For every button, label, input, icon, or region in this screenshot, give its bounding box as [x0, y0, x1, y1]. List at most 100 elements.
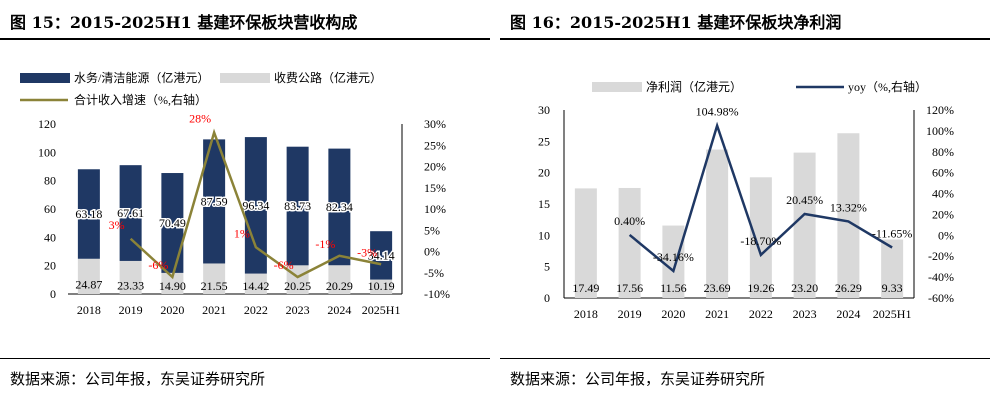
right-y-tick-label: 15% [424, 181, 446, 195]
water-energy-bar [286, 146, 309, 266]
x-tick-label: 2025H1 [362, 303, 401, 317]
x-tick-label: 2023 [793, 307, 817, 321]
x-tick-label: 2021 [202, 303, 226, 317]
left-y-tick-label: 10 [538, 228, 550, 242]
x-tick-label: 2020 [661, 307, 685, 321]
toll-road-bar [328, 265, 351, 294]
water-energy-bar [328, 148, 351, 266]
right-profit-chart: 0 5 10 15 20 25 30 -60% -40% -20% 0% 20% 40% 60% 80% 10… [538, 79, 954, 321]
net-profit-bar [662, 225, 685, 298]
right-y-tick-label: 80% [932, 145, 954, 159]
toll-road-bar [244, 273, 267, 294]
toll-road-bar [370, 279, 393, 294]
legend-yoy-label: yoy（%,右轴） [848, 79, 927, 94]
growth-rate-label: -6% [274, 258, 294, 272]
net-profit-bar [574, 188, 597, 298]
legend-toll-road-label: 收费公路（亿港元） [274, 70, 382, 85]
water-energy-bar [244, 137, 267, 274]
right-y-tick-label: 20% [424, 160, 446, 174]
right-y-tick-label: 10% [424, 202, 446, 216]
toll-road-value-label: 14.90 [159, 279, 186, 293]
toll-road-bar [77, 258, 100, 294]
left-y-tick-label: 30 [538, 103, 550, 117]
water-energy-value-label: 82.34 [326, 200, 353, 214]
toll-road-bar [161, 272, 184, 294]
toll-road-bar [119, 260, 142, 294]
revenue-growth-line [129, 128, 382, 280]
right-figure-title: 图 16：2015-2025H1 基建环保板块净利润 [510, 13, 842, 32]
water-energy-value-label: 67.61 [117, 206, 144, 220]
x-tick-label: 2025H1 [873, 307, 912, 321]
legend-water-energy-label: 水务/清洁能源（亿港元） [74, 70, 209, 85]
left-y-tick-label: 40 [44, 230, 56, 244]
toll-road-value-label: 24.87 [75, 277, 102, 291]
right-y-tick-label: 100% [926, 124, 954, 138]
net-profit-bar [618, 187, 641, 298]
yoy-value-label: 104.98% [696, 105, 739, 119]
right-y-tick-label: 0% [938, 228, 954, 242]
legend-net-profit-swatch [592, 82, 642, 92]
x-tick-label: 2019 [119, 303, 143, 317]
right-y-tick-label: -10% [424, 287, 450, 301]
right-figure-panel: 图 16：2015-2025H1 基建环保板块净利润 0 5 10 15 20 25 30 -… [500, 0, 990, 408]
net-profit-value-label: 23.20 [791, 281, 818, 295]
toll-road-value-label: 21.55 [201, 279, 228, 293]
left-y-tick-label: 15 [538, 197, 550, 211]
left-y-tick-label: 120 [38, 117, 56, 131]
toll-road-value-label: 14.42 [242, 279, 269, 293]
legend-growth-label: 合计收入增速（%,右轴） [74, 92, 207, 107]
water-energy-bar [161, 173, 184, 273]
toll-road-value-label: 23.33 [117, 278, 144, 292]
water-energy-bar [370, 231, 393, 280]
right-y-tick-label: 120% [926, 103, 954, 117]
toll-road-value-label: 20.25 [284, 279, 311, 293]
x-tick-label: 2018 [77, 303, 101, 317]
left-y-tick-label: 0 [50, 287, 56, 301]
x-tick-label: 2019 [618, 307, 642, 321]
water-energy-value-label: 34.14 [368, 248, 395, 262]
net-profit-value-label: 23.69 [704, 281, 731, 295]
water-energy-bar [203, 139, 226, 264]
x-tick-label: 2024 [327, 303, 351, 317]
right-y-tick-label: 30% [424, 117, 446, 131]
net-profit-bar [749, 177, 772, 298]
left-y-tick-label: 20 [44, 259, 56, 273]
net-profit-value-label: 26.29 [835, 281, 862, 295]
water-energy-value-label: 63.18 [75, 207, 102, 221]
yoy-value-label: -34.16% [653, 250, 694, 264]
right-title-rule [500, 38, 990, 40]
left-title-rule [0, 38, 490, 40]
x-tick-label: 2022 [749, 307, 773, 321]
right-y-tick-label: 5% [424, 223, 440, 237]
yoy-value-label: 20.45% [786, 193, 823, 207]
left-y-tick-label: 60 [44, 202, 56, 216]
yoy-value-label: -11.65% [872, 227, 913, 241]
right-y-tick-label: 60% [932, 166, 954, 180]
right-y-tick-label: -60% [928, 291, 954, 305]
x-tick-label: 2021 [705, 307, 729, 321]
water-energy-bar [119, 165, 142, 261]
yoy-value-label: 0.40% [614, 214, 645, 228]
net-profit-value-label: 19.26 [747, 281, 774, 295]
growth-rate-label: 28% [189, 112, 211, 126]
x-tick-label: 2024 [836, 307, 860, 321]
right-y-tick-label: -40% [928, 270, 954, 284]
left-revenue-chart: 0 20 40 60 80 100 120 -10% -5% 0% 5% 10% 15% 20% 25% 30… [20, 70, 450, 317]
x-tick-label: 2023 [286, 303, 310, 317]
right-y-tick-label: 20% [932, 207, 954, 221]
left-y-tick-label: 0 [544, 291, 550, 305]
growth-rate-label: 3% [109, 218, 125, 232]
left-y-tick-label: 20 [538, 166, 550, 180]
toll-road-value-label: 10.19 [368, 279, 395, 293]
water-energy-bar [77, 169, 100, 259]
left-source-rule [0, 358, 490, 359]
net-profit-value-label: 11.56 [660, 281, 687, 295]
left-y-tick-label: 5 [544, 260, 550, 274]
water-energy-value-label: 96.34 [242, 198, 269, 212]
left-figure-title: 图 15：2015-2025H1 基建环保板块营收构成 [10, 13, 358, 32]
legend-water-energy-swatch [20, 73, 70, 83]
left-figure-panel: 图 15：2015-2025H1 基建环保板块营收构成 0 20 40 60 80 100… [0, 0, 490, 408]
net-profit-bar [837, 133, 860, 298]
right-source-rule [500, 358, 990, 359]
water-energy-value-label: 83.73 [284, 199, 311, 213]
